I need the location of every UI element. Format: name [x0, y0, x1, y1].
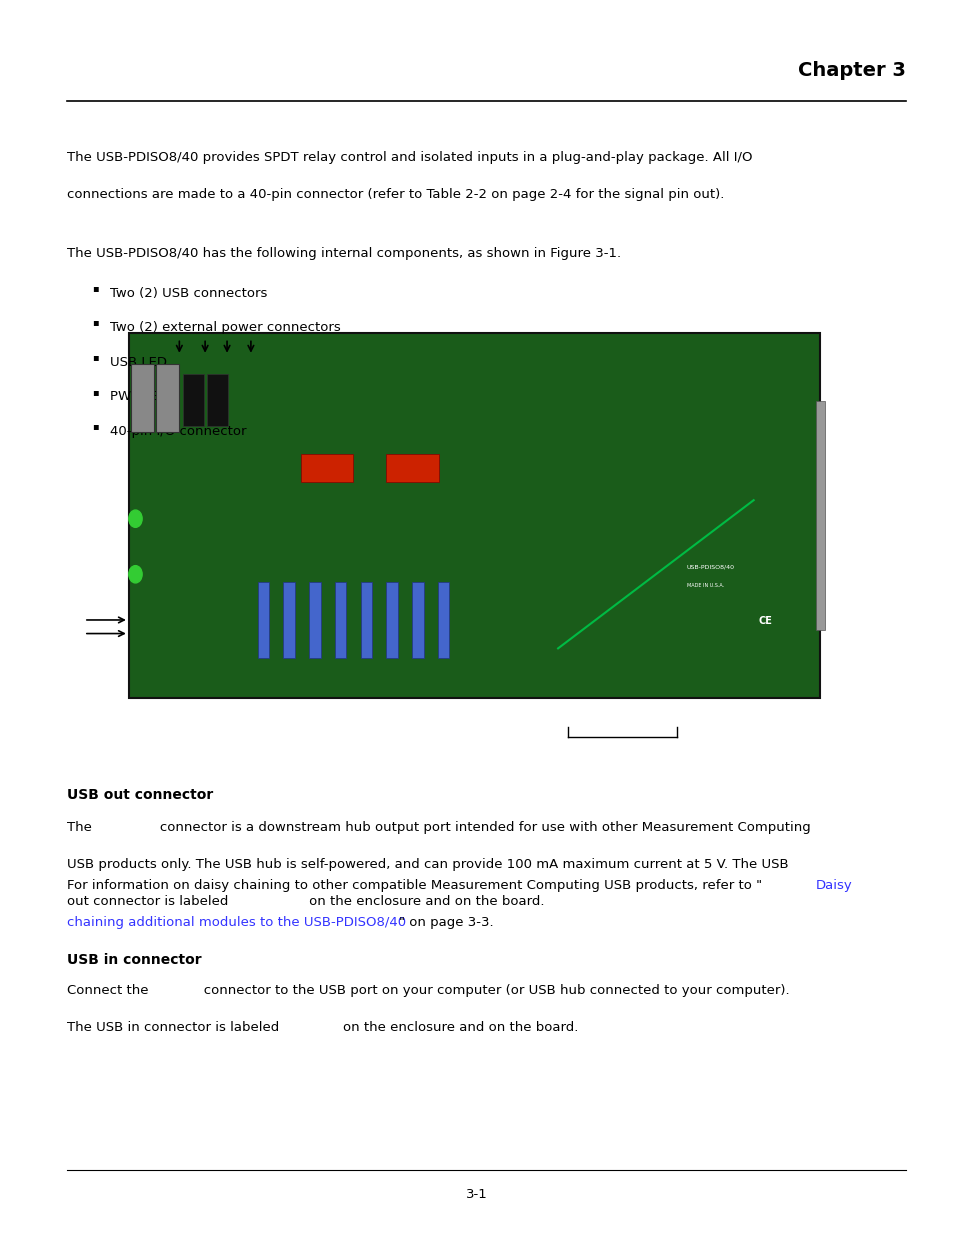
- Bar: [183, 374, 204, 426]
- Text: The USB in connector is labeled               on the enclosure and on the board.: The USB in connector is labeled on the e…: [67, 1021, 578, 1035]
- Text: " on page 3-3.: " on page 3-3.: [398, 916, 493, 930]
- Bar: [283, 582, 294, 658]
- Bar: [300, 454, 353, 482]
- Text: Daisy: Daisy: [815, 879, 852, 893]
- Text: USB products only. The USB hub is self-powered, and can provide 100 mA maximum c: USB products only. The USB hub is self-p…: [67, 858, 787, 872]
- Text: 40-pin I/O connector: 40-pin I/O connector: [110, 425, 246, 438]
- Text: The USB-PDISO8/40 provides SPDT relay control and isolated inputs in a plug-and-: The USB-PDISO8/40 provides SPDT relay co…: [67, 151, 752, 164]
- Text: ▪: ▪: [92, 352, 99, 362]
- Circle shape: [129, 566, 142, 583]
- Bar: [412, 582, 423, 658]
- Text: ▪: ▪: [92, 421, 99, 431]
- Text: USB-PDISO8/40: USB-PDISO8/40: [686, 564, 734, 569]
- Text: ▪: ▪: [92, 387, 99, 396]
- Text: Chapter 3: Chapter 3: [798, 62, 905, 80]
- Bar: [257, 582, 269, 658]
- Text: connections are made to a 40-pin connector (refer to Table 2-2 on page 2-4 for t: connections are made to a 40-pin connect…: [67, 188, 723, 201]
- Text: USB out connector: USB out connector: [67, 788, 213, 802]
- Bar: [207, 374, 228, 426]
- Text: Two (2) external power connectors: Two (2) external power connectors: [110, 321, 340, 335]
- Bar: [360, 582, 372, 658]
- Text: MADE IN U.S.A.: MADE IN U.S.A.: [686, 583, 723, 588]
- Bar: [335, 582, 346, 658]
- Bar: [437, 582, 449, 658]
- Bar: [386, 454, 438, 482]
- Text: ▪: ▪: [92, 283, 99, 293]
- Bar: [815, 401, 824, 630]
- Bar: [156, 364, 179, 432]
- Text: The                connector is a downstream hub output port intended for use wi: The connector is a downstream hub output…: [67, 821, 810, 835]
- Text: 3-1: 3-1: [466, 1188, 487, 1202]
- Text: USB in connector: USB in connector: [67, 953, 201, 967]
- Text: chaining additional modules to the USB-PDISO8/40: chaining additional modules to the USB-P…: [67, 916, 405, 930]
- Bar: [129, 333, 820, 698]
- Bar: [309, 582, 320, 658]
- Circle shape: [129, 510, 142, 527]
- Text: Two (2) USB connectors: Two (2) USB connectors: [110, 287, 267, 300]
- Text: USB LED: USB LED: [110, 356, 167, 369]
- Text: CE: CE: [758, 616, 772, 626]
- Text: The USB-PDISO8/40 has the following internal components, as shown in Figure 3-1.: The USB-PDISO8/40 has the following inte…: [67, 247, 620, 261]
- Bar: [386, 582, 397, 658]
- Text: For information on daisy chaining to other compatible Measurement Computing USB : For information on daisy chaining to oth…: [67, 879, 761, 893]
- Bar: [131, 364, 153, 432]
- Text: Connect the             connector to the USB port on your computer (or USB hub c: Connect the connector to the USB port on…: [67, 984, 788, 998]
- Text: PWR LED: PWR LED: [110, 390, 170, 404]
- Text: out connector is labeled                   on the enclosure and on the board.: out connector is labeled on the enclosur…: [67, 895, 544, 909]
- Text: ▪: ▪: [92, 317, 99, 327]
